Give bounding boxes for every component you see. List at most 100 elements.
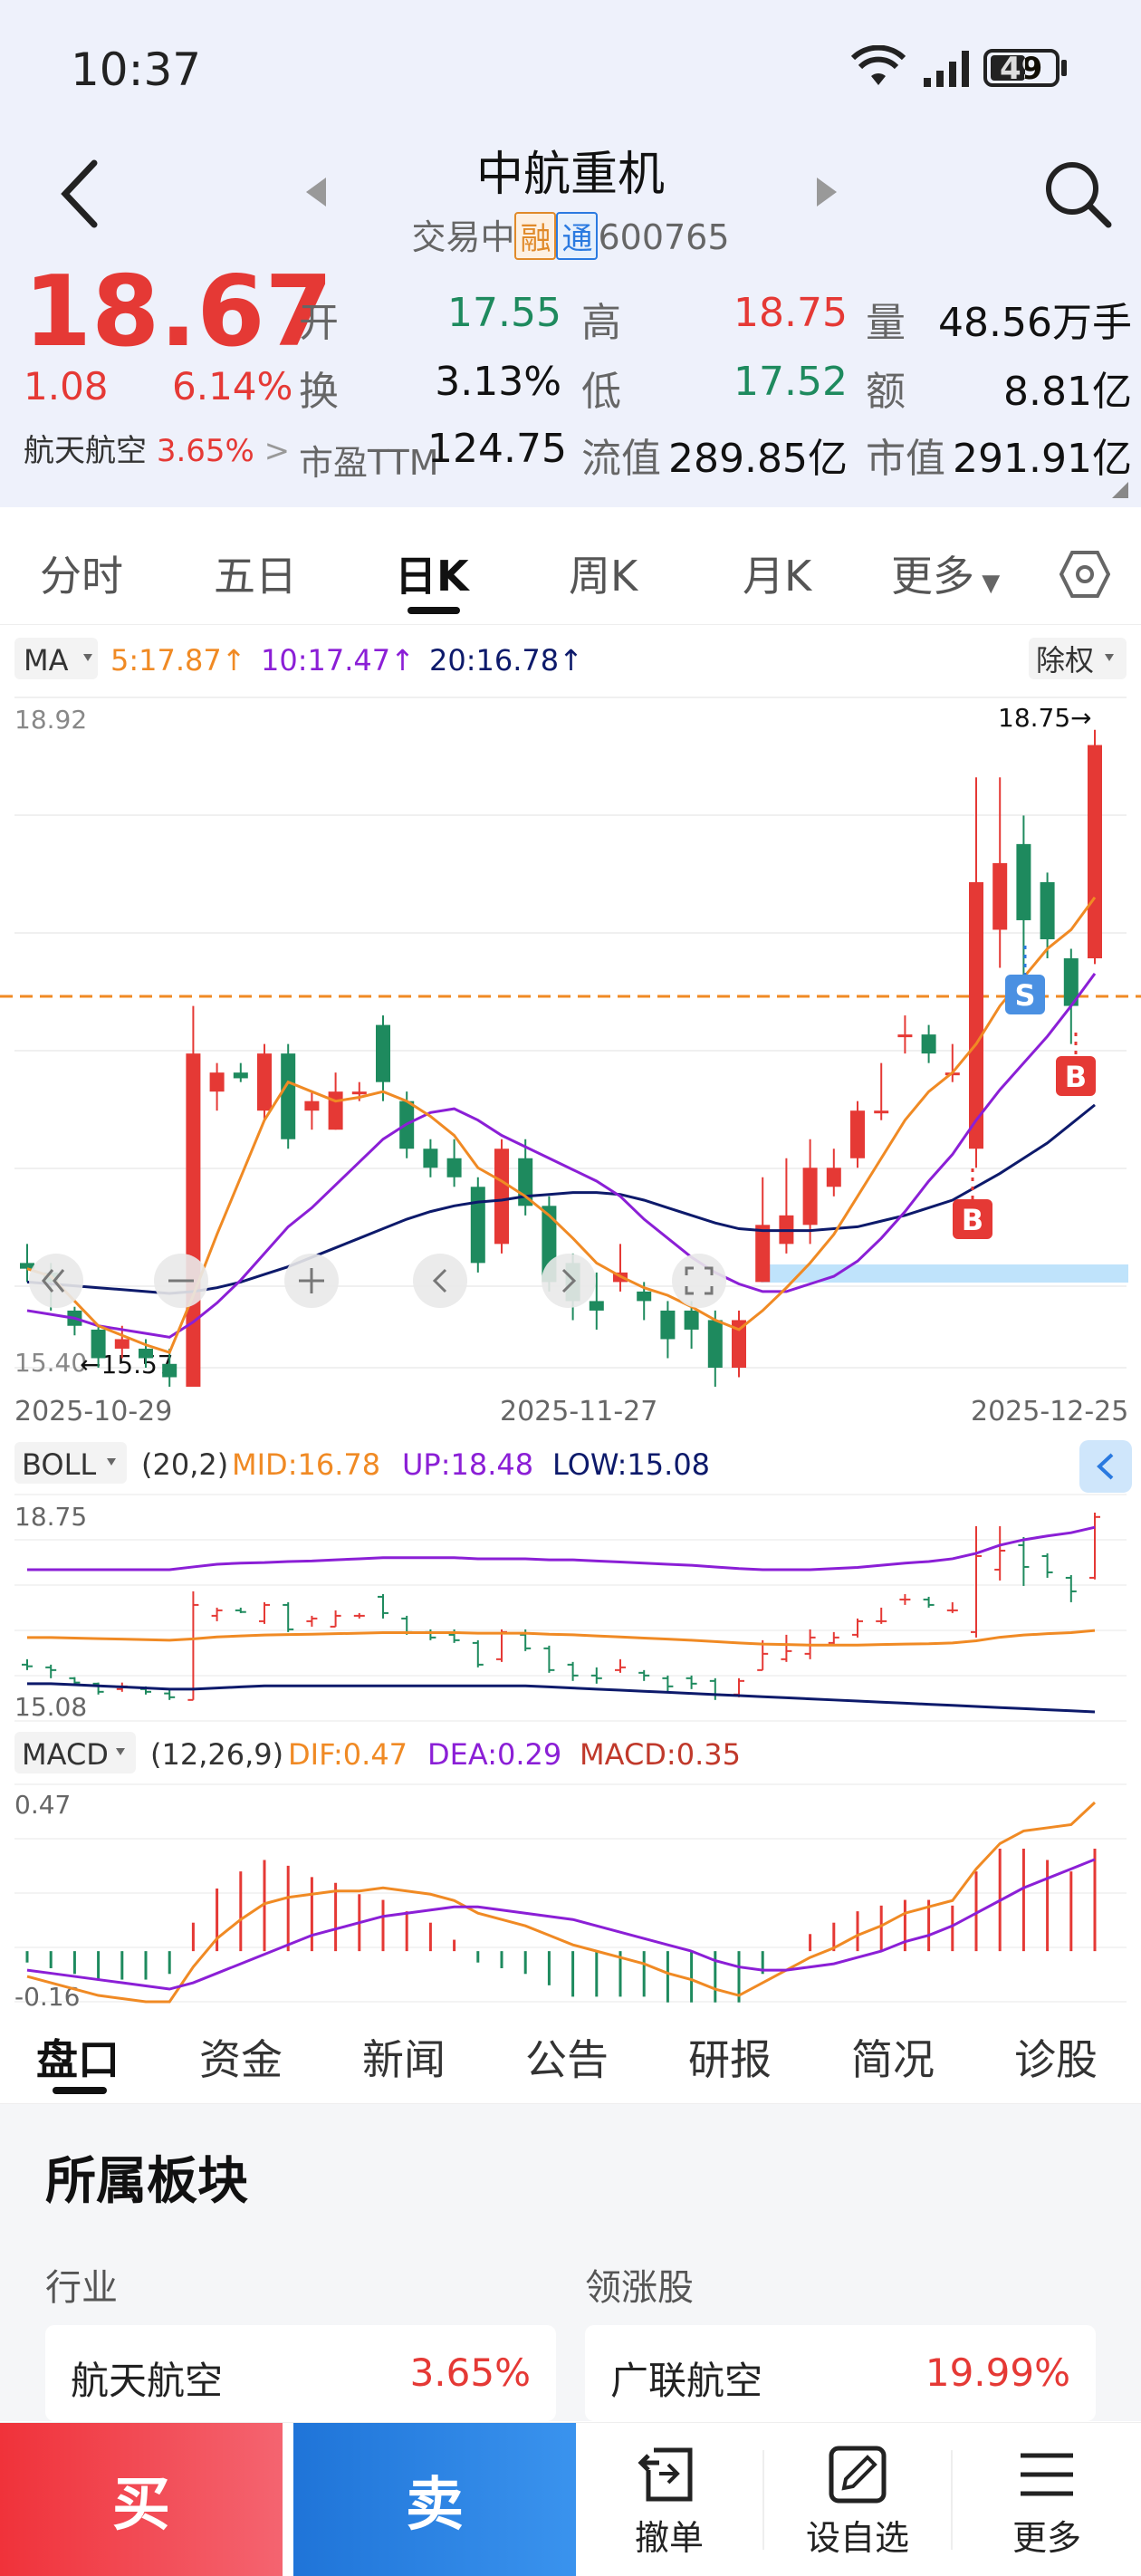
candle-body bbox=[139, 1348, 153, 1359]
tab-profile[interactable]: 简况 bbox=[851, 2035, 935, 2084]
range-highlight bbox=[761, 1264, 1128, 1283]
ma10-legend: 10:17.47↑ bbox=[261, 643, 415, 678]
tab-more[interactable]: 更多 ▼ bbox=[891, 552, 1001, 601]
add-watchlist-button[interactable]: 设自选 bbox=[764, 2423, 951, 2576]
kline-chart-area[interactable]: MA 5:17.87↑ 10:17.47↑ 20:16.78↑ 除权 18.92… bbox=[0, 625, 1141, 2011]
tab-order-book[interactable]: 盘口 bbox=[36, 2035, 120, 2084]
high-value: 18.75 bbox=[734, 290, 848, 336]
high-label: 高 bbox=[581, 300, 621, 346]
ma20-legend: 20:16.78↑ bbox=[429, 643, 583, 678]
turnover-label: 换 bbox=[299, 369, 339, 415]
quote-panel: 18.67 1.08 6.14% 航天航空 3.65% > 开 17.55 高 … bbox=[0, 263, 1141, 507]
candle-body bbox=[1063, 958, 1079, 1006]
ma10-line bbox=[26, 972, 1097, 1339]
ma-selector[interactable] bbox=[14, 638, 98, 679]
candle-body bbox=[351, 1091, 367, 1095]
battery-icon: 49 bbox=[983, 49, 1060, 87]
candle-body bbox=[470, 1187, 485, 1264]
candle-body bbox=[660, 1310, 676, 1340]
candle-body bbox=[91, 1329, 106, 1359]
macd-selector[interactable] bbox=[14, 1732, 136, 1773]
search-icon[interactable] bbox=[1041, 158, 1114, 230]
candle-body bbox=[826, 1168, 841, 1187]
tab-five-day[interactable]: 五日 bbox=[214, 552, 297, 601]
svg-text:B: B bbox=[1065, 1060, 1087, 1094]
open-value: 17.55 bbox=[447, 290, 561, 336]
macd-dif: DIF:0.47 bbox=[288, 1737, 408, 1772]
candle-body bbox=[20, 1263, 34, 1269]
stock-sub-info: 交易中融通 600765 bbox=[344, 209, 797, 260]
active-tab-indicator bbox=[408, 607, 460, 614]
leader-stock-card[interactable]: 广联航空 19.99% bbox=[585, 2325, 1096, 2421]
candle-body bbox=[897, 1034, 913, 1038]
buy-button[interactable]: 买 bbox=[0, 2423, 283, 2576]
pe-value: 124.75 bbox=[427, 426, 567, 472]
boll-up-line bbox=[27, 1525, 1096, 1572]
cancel-order-button[interactable]: 撤单 bbox=[576, 2423, 762, 2576]
fullscreen-icon[interactable] bbox=[672, 1254, 726, 1308]
candle-body bbox=[162, 1363, 177, 1378]
industry-card[interactable]: 航天航空 3.65% bbox=[45, 2325, 556, 2421]
tab-announcements[interactable]: 公告 bbox=[525, 2035, 609, 2084]
sell-marker bbox=[1005, 975, 1045, 1014]
float-cap-label: 流值 bbox=[581, 436, 661, 482]
stock-code: 600765 bbox=[598, 217, 730, 257]
ma5-legend: 5:17.87↑ bbox=[110, 643, 246, 678]
expand-corner-icon[interactable] bbox=[1110, 480, 1130, 500]
connect-tag: 通 bbox=[556, 212, 599, 260]
candle-body bbox=[281, 1053, 296, 1139]
svg-text:B: B bbox=[962, 1203, 983, 1237]
boll-max-label: 18.75 bbox=[14, 1502, 87, 1532]
collapse-panel-button[interactable] bbox=[1079, 1440, 1132, 1493]
candle-body bbox=[186, 1053, 201, 1388]
scroll-left-icon[interactable] bbox=[413, 1254, 467, 1308]
candle-body bbox=[707, 1320, 723, 1368]
ma5-line bbox=[26, 896, 1097, 1355]
candle-body bbox=[850, 1110, 865, 1158]
tab-daily-k[interactable]: 日K bbox=[395, 552, 469, 601]
candle-body bbox=[114, 1339, 129, 1349]
prev-stock-icon[interactable] bbox=[302, 174, 330, 210]
sell-button[interactable]: 卖 bbox=[293, 2423, 576, 2576]
ma-selector-label: MA bbox=[24, 643, 69, 678]
candle-body bbox=[209, 1072, 225, 1092]
chart-tabs: 分时 五日 日K 周K 月K 更多 ▼ bbox=[0, 516, 1141, 625]
stock-header: 中航重机 交易中融通 600765 bbox=[0, 136, 1141, 263]
tab-news[interactable]: 新闻 bbox=[362, 2035, 446, 2084]
adjust-selector[interactable] bbox=[1029, 638, 1127, 679]
tab-diagnosis[interactable]: 诊股 bbox=[1014, 2035, 1098, 2084]
sector-section-title: 所属板块 bbox=[45, 2152, 248, 2211]
candle-body bbox=[969, 881, 983, 1149]
boll-selector-label: BOLL bbox=[22, 1447, 96, 1482]
candle-body bbox=[992, 862, 1008, 930]
tab-funds[interactable]: 资金 bbox=[199, 2035, 283, 2084]
tab-monthly-k[interactable]: 月K bbox=[743, 552, 812, 601]
candle-body bbox=[732, 1320, 746, 1368]
more-button[interactable]: 更多 bbox=[953, 2423, 1141, 2576]
wifi-icon bbox=[851, 45, 906, 85]
turnover-value: 3.13% bbox=[435, 359, 561, 405]
scroll-left-fast-icon[interactable] bbox=[29, 1254, 83, 1308]
leader-label: 领涨股 bbox=[585, 2267, 694, 2309]
boll-selector[interactable] bbox=[14, 1442, 127, 1484]
settings-hex-icon[interactable] bbox=[1060, 549, 1110, 600]
candle-body bbox=[874, 1110, 889, 1114]
boll-mid: MID:16.78 bbox=[232, 1447, 380, 1482]
tab-intraday[interactable]: 分时 bbox=[40, 552, 123, 601]
candle-body bbox=[423, 1149, 438, 1168]
scroll-right-icon[interactable] bbox=[542, 1254, 596, 1308]
tab-weekly-k[interactable]: 周K bbox=[569, 552, 638, 601]
back-icon[interactable] bbox=[56, 158, 101, 230]
edit-icon bbox=[829, 2446, 887, 2504]
buy-marker bbox=[953, 1199, 992, 1239]
dea-line bbox=[26, 1858, 1096, 1991]
menu-icon bbox=[1021, 2453, 1073, 2496]
price-change: 1.08 bbox=[24, 364, 109, 409]
tab-research[interactable]: 研报 bbox=[688, 2035, 772, 2084]
candle-body bbox=[637, 1291, 652, 1302]
action-bar: 买 卖 撤单 设自选 更多 bbox=[0, 2422, 1141, 2576]
next-stock-icon[interactable] bbox=[813, 174, 840, 210]
candle-body bbox=[755, 1225, 771, 1283]
sector-link[interactable]: 航天航空 3.65% > bbox=[24, 433, 291, 469]
vol-label: 量 bbox=[866, 300, 906, 346]
